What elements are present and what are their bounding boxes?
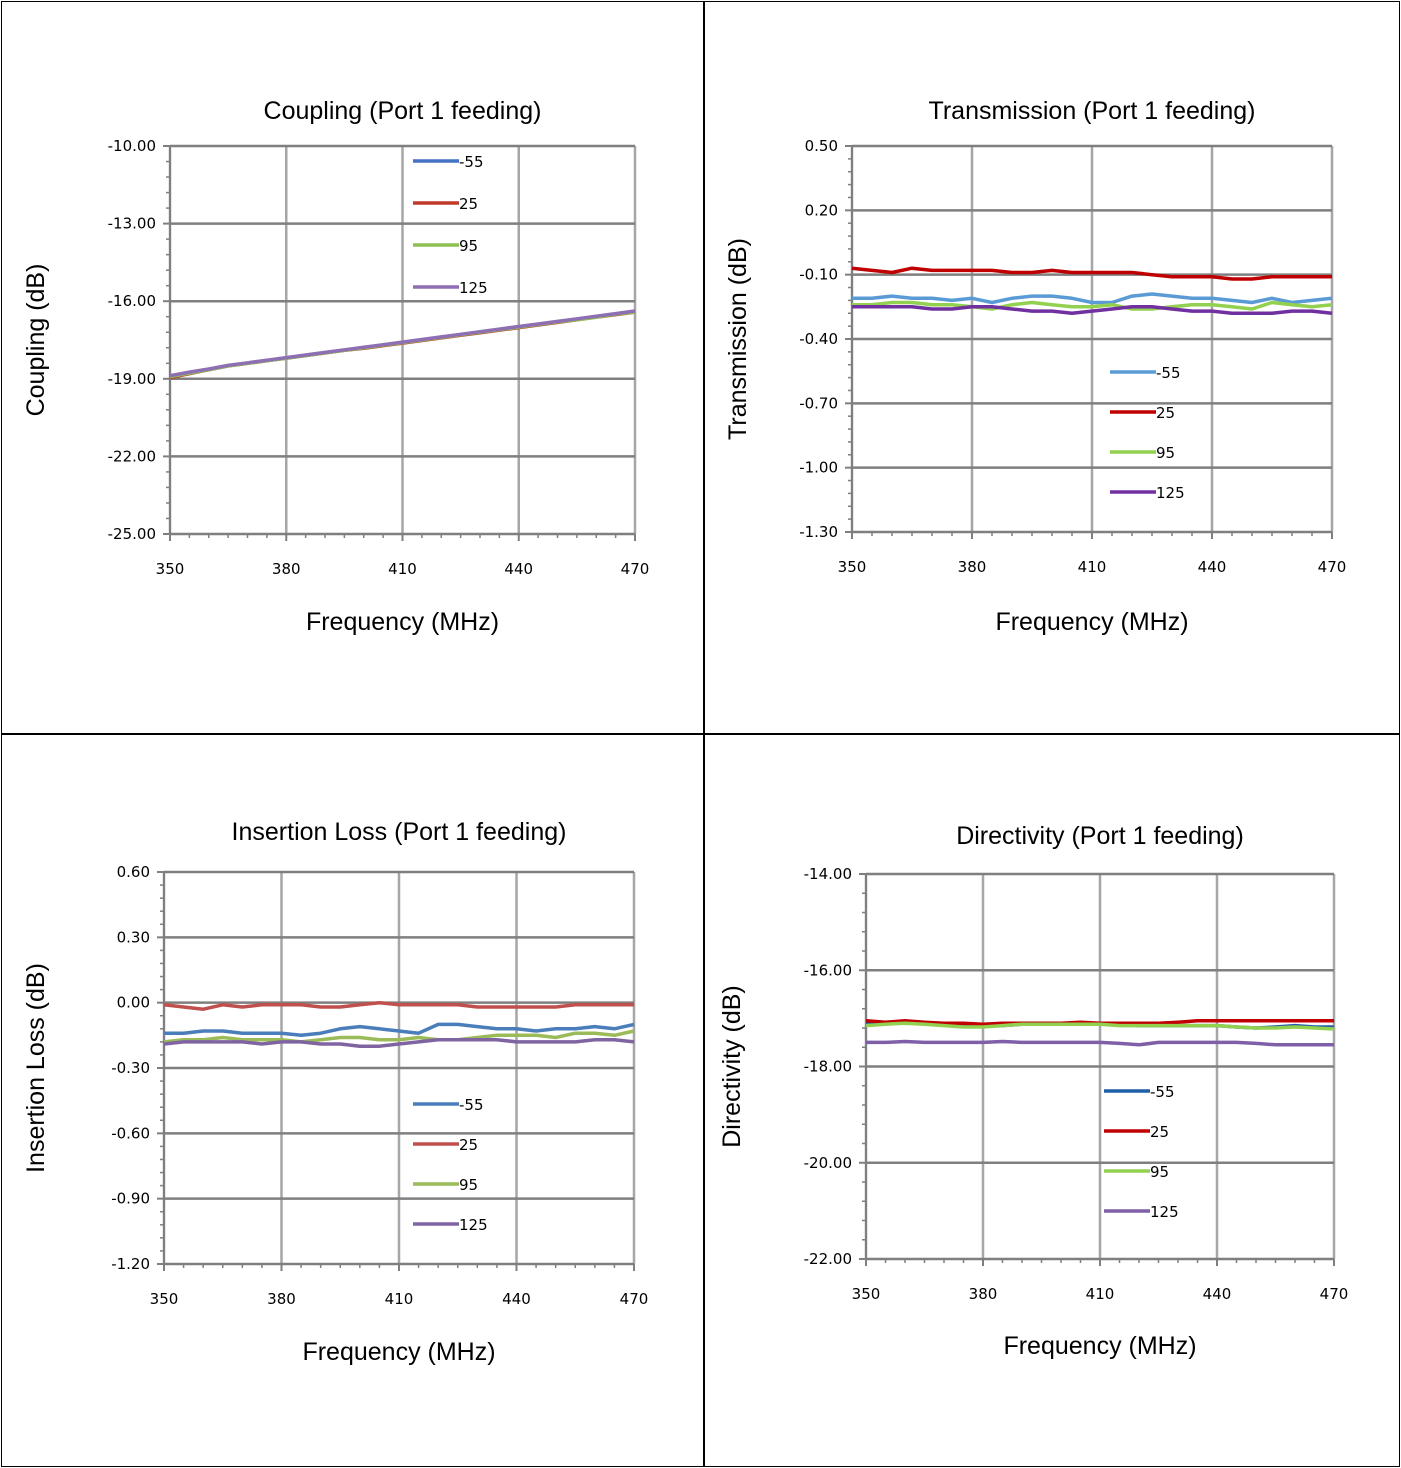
chart2-y-tick-label: 0.00 [117,994,150,1012]
chart0-legend-label: 95 [459,237,478,255]
chart0-x-tick-label: 440 [504,560,533,578]
chart2-title: Insertion Loss (Port 1 feeding) [232,818,567,846]
chart1-x-axis-label: Frequency (MHz) [995,608,1188,636]
chart3-series-125-line [866,1039,1334,1047]
chart0-x-tick-label: 350 [156,560,185,578]
chart1-x-tick-label: 470 [1318,558,1347,576]
chart3-y-tick-label: -20.00 [804,1154,852,1172]
chart3-y-tick-label: -18.00 [804,1058,852,1076]
chart1-series--55-line [852,292,1333,305]
chart2-x-tick-label: 380 [267,1290,296,1308]
chart1-legend-label: 125 [1156,484,1185,502]
chart1-y-tick-label: 0.50 [805,137,838,155]
chart2-x-tick-label: 470 [620,1290,649,1308]
chart3-legend-label: 25 [1150,1123,1169,1141]
chart2-y-tick-label: -0.60 [111,1124,150,1142]
chart2-y-tick-label: -0.30 [111,1059,150,1077]
chart0-x-tick-label: 470 [621,560,650,578]
chart-panel-directivity: Directivity (Port 1 feeding) -14.00 -16.00… [703,733,1400,1467]
chart0-legend-label: 125 [459,279,488,297]
chart3-x-tick-label: 410 [1086,1285,1115,1303]
chart0-legend-label: 25 [459,195,478,213]
chart2-legend-label: -55 [459,1096,484,1114]
chart-panel-coupling: Coupling (Port 1 feeding) -10.00 -13.00 -16… [1,1,705,735]
chart1-y-tick-label: -0.40 [799,330,838,348]
chart1-x-tick-label: 440 [1198,558,1227,576]
transmission-chart: Transmission (Port 1 feeding) 0.50 0.20 -0.… [724,97,1347,636]
chart3-x-tick-label: 380 [969,1285,998,1303]
chart1-series-95-line [852,300,1333,311]
chart3-y-tick-label: -16.00 [804,961,852,979]
chart0-y-tick-label: -10.00 [108,137,156,155]
chart3-legend-label: 95 [1150,1163,1169,1181]
chart2-series-25-line [163,1000,634,1011]
chart2-x-tick-label: 410 [385,1290,414,1308]
chart3-x-axis-label: Frequency (MHz) [1003,1332,1196,1360]
chart0-legend-label: -55 [459,153,484,171]
chart3-y-axis-label: Directivity (dB) [718,985,746,1148]
chart0-x-tick-label: 410 [388,560,417,578]
chart2-series-95-line [163,1029,635,1044]
chart1-series-125-line [852,305,1333,316]
chart1-y-axis-label: Transmission (dB) [724,238,752,440]
chart0-x-axis-label: Frequency (MHz) [306,608,499,636]
chart3-series-95-line [865,1021,1335,1031]
chart0-y-tick-label: -13.00 [108,215,156,233]
directivity-chart: Directivity (Port 1 feeding) -14.00 -16.00… [718,822,1349,1360]
chart2-y-axis-label: Insertion Loss (dB) [22,963,50,1173]
chart1-x-tick-label: 410 [1078,558,1107,576]
chart1-legend-label: -55 [1156,364,1181,382]
chart1-y-tick-label: -0.70 [799,394,838,412]
chart0-title: Coupling (Port 1 feeding) [264,97,542,125]
chart2-legend-label: 25 [459,1136,478,1154]
chart3-title: Directivity (Port 1 feeding) [956,822,1244,850]
chart2-series--55-line [164,1022,635,1038]
coupling-chart: Coupling (Port 1 feeding) -10.00 -13.00 -16… [22,97,650,636]
insertion-loss-chart: Insertion Loss (Port 1 feeding) 0.60 0.30 0… [22,818,649,1366]
chart2-legend-label: 125 [459,1216,488,1234]
chart0-y-tick-label: -16.00 [108,292,156,310]
chart3-x-tick-label: 470 [1320,1285,1349,1303]
chart1-x-tick-label: 380 [958,558,987,576]
chart-panel-insertion-loss: Insertion Loss (Port 1 feeding) 0.60 0.30 0… [1,733,705,1467]
chart1-title: Transmission (Port 1 feeding) [929,97,1256,125]
chart3-y-tick-label: -14.00 [804,865,852,883]
chart0-x-tick-label: 380 [272,560,301,578]
chart2-y-tick-label: 0.30 [117,928,150,946]
chart3-legend-label: -55 [1150,1083,1175,1101]
chart3-x-tick-label: 350 [852,1285,881,1303]
chart0-series-125-line [169,309,636,378]
chart0-y-tick-label: -22.00 [108,447,156,465]
chart3-x-tick-label: 440 [1203,1285,1232,1303]
chart2-series-125-line [163,1037,635,1048]
chart1-series-25-line [851,266,1332,281]
chart-panel-transmission: Transmission (Port 1 feeding) 0.50 0.20 -0.… [703,1,1400,735]
chart2-y-tick-label: 0.60 [117,863,150,881]
chart1-y-tick-label: -1.30 [799,523,838,541]
chart3-y-tick-label: -22.00 [804,1250,852,1268]
chart2-y-tick-label: -0.90 [111,1190,150,1208]
chart1-y-tick-label: -1.00 [799,459,838,477]
chart2-legend-label: 95 [459,1176,478,1194]
chart1-y-tick-label: 0.20 [805,201,838,219]
chart1-legend-label: 25 [1156,404,1175,422]
chart0-y-tick-label: -25.00 [108,525,156,543]
chart1-legend-label: 95 [1156,444,1175,462]
chart2-x-tick-label: 440 [502,1290,531,1308]
chart0-y-axis-label: Coupling (dB) [22,264,50,417]
chart0-y-tick-label: -19.00 [108,370,156,388]
chart1-x-tick-label: 350 [838,558,867,576]
chart2-x-tick-label: 350 [150,1290,179,1308]
chart1-y-tick-label: -0.10 [799,266,838,284]
chart3-legend-label: 125 [1150,1203,1179,1221]
chart2-y-tick-label: -1.20 [111,1255,150,1273]
chart2-x-axis-label: Frequency (MHz) [302,1338,495,1366]
